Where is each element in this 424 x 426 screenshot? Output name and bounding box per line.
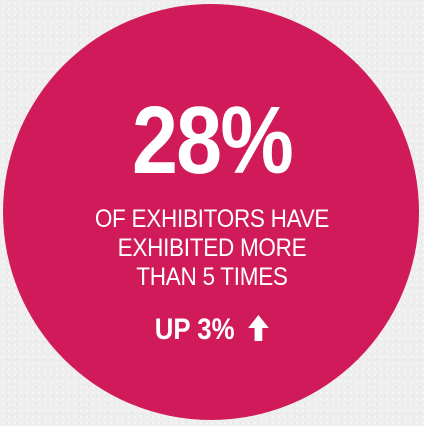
stat-description-line: OF EXHIBITORS HAVE bbox=[94, 205, 330, 233]
stat-description-line: EXHIBITED MORE bbox=[117, 234, 307, 262]
stat-description: OF EXHIBITORS HAVE EXHIBITED MORE THAN 5… bbox=[21, 205, 403, 292]
arrow-up-icon-svg bbox=[247, 315, 269, 341]
stat-value: 28% bbox=[131, 87, 294, 194]
stat-change-label: UP 3% bbox=[154, 313, 235, 346]
stat-change: UP 3% bbox=[30, 313, 395, 350]
stat-description-line: THAN 5 TIMES bbox=[136, 263, 288, 291]
arrow-up-icon bbox=[247, 314, 269, 350]
stat-circle bbox=[3, 4, 419, 420]
